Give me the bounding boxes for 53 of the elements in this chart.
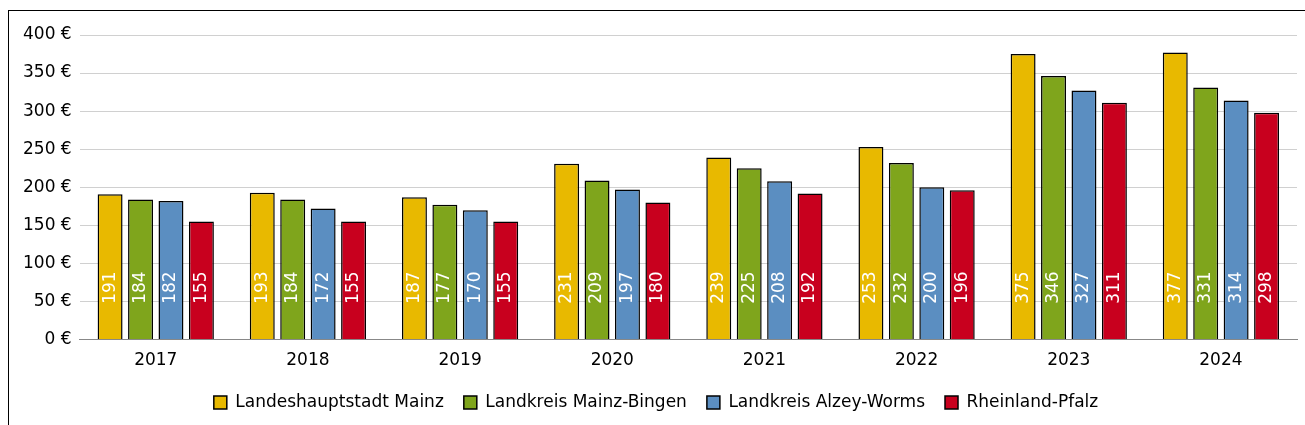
y-tick-label: 300 € [23,99,72,120]
data-label: 196 [950,271,971,304]
legend-label: Landeshauptstadt Mainz [235,390,444,411]
data-label: 180 [646,271,667,304]
x-tick-label: 2024 [1199,349,1243,370]
x-tick-label: 2019 [438,349,482,370]
y-tick-label: 400 € [23,23,72,44]
x-tick-label: 2018 [286,349,330,370]
y-tick-label: 150 € [23,213,72,234]
data-label: 193 [250,271,271,304]
data-label: 191 [98,271,119,304]
data-label: 182 [159,271,180,304]
data-label: 155 [341,271,362,304]
x-tick-label: 2020 [590,349,634,370]
data-label: 197 [615,271,636,304]
data-label: 327 [1072,271,1093,304]
data-label: 239 [707,271,728,304]
data-label: 155 [189,271,210,304]
data-label: 192 [798,271,819,304]
data-label: 346 [1041,271,1062,304]
data-label: 155 [494,271,515,304]
data-label: 314 [1224,271,1245,304]
legend-label: Rheinland-Pfalz [966,390,1099,411]
data-label: 311 [1102,271,1123,304]
data-label: 177 [433,271,454,304]
data-label: 170 [463,271,484,304]
y-tick-label: 100 € [23,251,72,272]
y-tick-label: 200 € [23,175,72,196]
x-tick-label: 2022 [894,349,939,370]
data-label: 375 [1011,271,1032,304]
x-tick-label: 2023 [1047,349,1091,370]
data-label: 232 [889,271,910,304]
legend-label: Landkreis Mainz-Bingen [485,390,687,411]
x-tick-label: 2021 [742,349,787,370]
data-label: 253 [859,271,880,304]
data-label: 231 [555,271,576,304]
legend-label: Landkreis Alzey-Worms [728,390,926,411]
data-label: 200 [920,271,941,304]
data-label: 187 [402,271,423,304]
y-tick-label: 50 € [33,289,72,310]
data-label: 209 [585,271,606,304]
data-label: 184 [281,271,302,304]
x-tick-label: 2017 [134,349,178,370]
y-tick-label: 0 € [44,328,72,349]
data-label: 298 [1254,271,1275,304]
data-label: 184 [128,271,149,304]
y-tick-label: 250 € [23,137,72,158]
data-label: 331 [1194,271,1215,304]
y-tick-label: 350 € [23,61,72,82]
data-label: 208 [768,271,789,304]
data-label: 225 [737,271,758,304]
data-label: 377 [1163,271,1184,304]
data-label: 172 [311,271,332,304]
